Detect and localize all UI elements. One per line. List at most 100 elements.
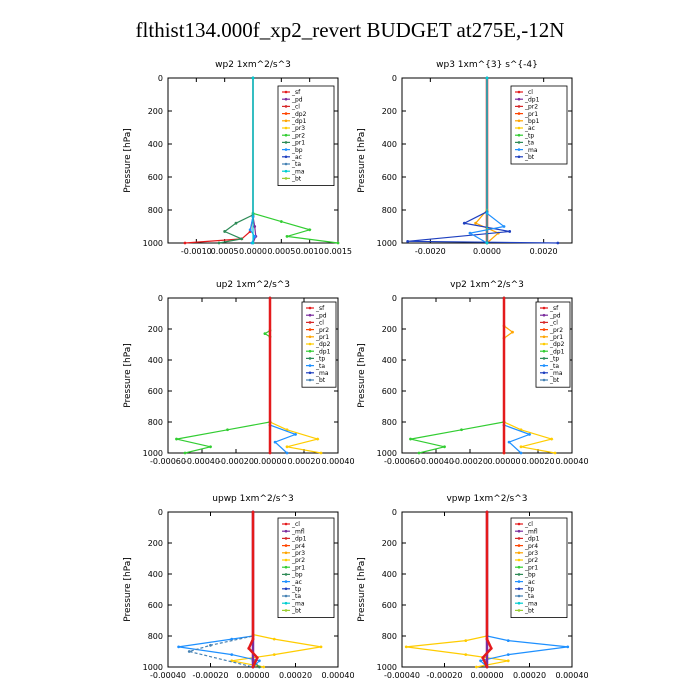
legend-label: _dp2 — [549, 341, 565, 348]
legend-marker — [542, 349, 546, 353]
legend-label: _ma — [291, 600, 305, 607]
y-tick-label: 200 — [382, 325, 397, 334]
legend-label: _ta — [315, 363, 325, 370]
y-tick-label: 1000 — [143, 663, 163, 672]
legend-marker — [308, 357, 312, 360]
series-point_bp — [234, 221, 238, 225]
y-tick-label: 800 — [382, 206, 397, 215]
series-point_pr1 — [285, 235, 289, 238]
series-point_cl — [247, 647, 251, 650]
legend-marker — [542, 313, 546, 317]
legend-label: _ac — [291, 579, 302, 586]
legend-label: _tp — [291, 586, 301, 593]
y-tick-label: 1000 — [377, 449, 397, 458]
y-tick-label: 400 — [382, 356, 397, 365]
x-tick-label: -0.00040 — [384, 671, 420, 680]
x-tick-label: 0.00000 — [487, 457, 520, 466]
chart-panel-4: vp2 1xm^2/s^3 Pressure [hPa] 0 200 400 600 800… — [357, 280, 589, 466]
legend-marker — [308, 335, 312, 339]
legend-label: _ma — [524, 600, 538, 607]
x-tick-label: 0.00000 — [253, 457, 286, 466]
legend-marker — [284, 126, 288, 130]
chart-title: wp2 1xm^2/s^3 — [215, 60, 291, 70]
legend-label: _dp2 — [315, 341, 331, 348]
series-point_dp2 — [263, 332, 267, 336]
legend-marker — [284, 594, 288, 598]
x-tick-label: 0.00020 — [513, 671, 546, 680]
series-point_bp — [217, 241, 221, 245]
x-tick-label: -0.00020 — [193, 671, 229, 680]
series-point_tp — [528, 433, 531, 436]
x-tick-label: -0.00040 — [418, 457, 454, 466]
legend-label: _ta — [524, 140, 534, 147]
y-tick-label: 0 — [392, 508, 397, 517]
chart-title: upwp 1xm^2/s^3 — [212, 494, 293, 504]
series-point_ta — [257, 659, 261, 663]
series-line_dp2 — [410, 298, 505, 454]
series-point_pr1 — [506, 659, 510, 663]
y-tick-label: 200 — [148, 539, 163, 548]
series-point_cl — [485, 637, 489, 641]
series-point_ta — [230, 653, 234, 656]
series-point_dp2 — [409, 437, 412, 441]
series-line_pr2 — [503, 298, 514, 453]
series-point_tp — [273, 440, 277, 444]
y-axis-label: Pressure [hPa] — [123, 343, 133, 408]
legend-label: _dp1 — [291, 536, 307, 543]
legend-marker — [308, 364, 312, 367]
legend-label: _sf — [291, 89, 301, 96]
series-point_dp2 — [183, 451, 187, 455]
legend-label: _pr1 — [549, 334, 563, 341]
figure-title: flthist134.000f_xp2_revert BUDGET at275E… — [135, 18, 565, 42]
y-axis-label: Pressure [hPa] — [357, 343, 367, 408]
legend-label: _tp — [315, 356, 325, 363]
legend-marker — [542, 357, 546, 360]
series-point_cl — [255, 656, 259, 660]
x-tick-label: 0.0005 — [267, 247, 295, 256]
legend-marker — [284, 573, 288, 576]
legend-label: _pr1 — [524, 564, 538, 571]
series-point_dp2 — [209, 445, 212, 449]
legend-label: _dp2 — [291, 111, 307, 118]
legend-label: _pr1 — [315, 334, 329, 341]
legend-label: _pr2 — [524, 104, 538, 111]
series-point_sf — [183, 241, 187, 245]
series-point_tp — [406, 239, 410, 243]
legend-label: _pr1 — [524, 111, 538, 118]
legend-marker — [517, 105, 521, 108]
series-point_cl — [268, 296, 272, 300]
legend-marker — [284, 565, 288, 569]
series-point_ta — [177, 645, 181, 649]
y-tick-label: 1000 — [377, 663, 397, 672]
legend-marker — [284, 529, 288, 533]
y-tick-label: 1000 — [377, 239, 397, 248]
y-tick-label: 400 — [148, 140, 163, 149]
legend-label: _ta — [549, 363, 559, 370]
legend-marker — [517, 148, 521, 151]
chart-panel-5: upwp 1xm^2/s^3 Pressure [hPa] 0 200 400 600 80… — [123, 494, 355, 680]
legend-label: _pr1 — [291, 140, 305, 147]
legend-marker — [517, 537, 521, 540]
y-tick-label: 0 — [158, 74, 163, 83]
legend-marker — [284, 105, 288, 108]
legend-label: _cl — [549, 320, 558, 327]
legend-marker — [284, 177, 288, 180]
legend-marker — [308, 371, 312, 375]
x-tick-label: 0.0015 — [324, 247, 352, 256]
legend-marker — [284, 609, 288, 612]
series-point_pr1 — [262, 665, 266, 669]
legend-label: _ac — [524, 125, 535, 132]
legend-label: _pr2 — [291, 132, 305, 139]
series-point_pr1 — [519, 445, 523, 449]
legend-label: _cl — [291, 521, 300, 528]
chart-panel-3: up2 1xm^2/s^3 Pressure [hPa] 0 200 400 600 800… — [123, 280, 355, 466]
series-point_tp — [556, 241, 560, 245]
legend-label: _ma — [524, 147, 538, 154]
x-tick-label: -0.00020 — [452, 457, 488, 466]
series-point_dp2 — [417, 451, 421, 455]
x-tick-label: 0.00000 — [470, 671, 503, 680]
legend-marker — [542, 306, 546, 310]
y-tick-label: 1000 — [143, 449, 163, 458]
y-tick-label: 400 — [148, 356, 163, 365]
